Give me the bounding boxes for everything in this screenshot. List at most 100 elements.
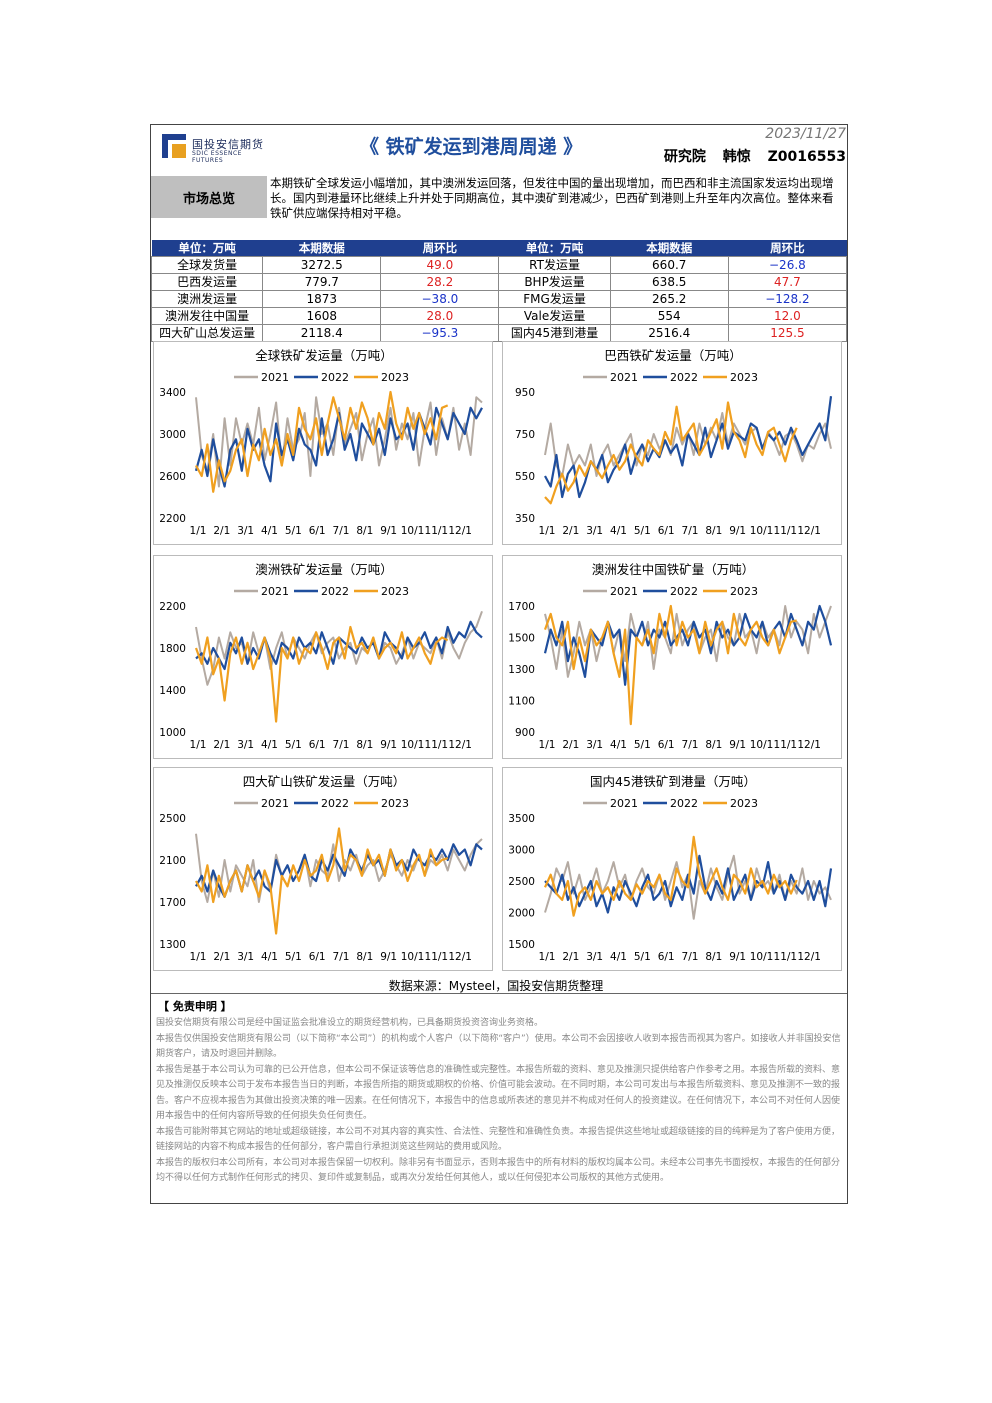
x-tick-label: 8/1 — [356, 525, 373, 537]
x-tick-label: 1/1 — [539, 951, 556, 963]
y-tick-label: 350 — [515, 513, 535, 525]
kpi-change-cell: 28.0 — [380, 307, 500, 325]
report-date: 2023/11/27 — [765, 126, 846, 142]
report-frame — [150, 124, 848, 1204]
legend-label-2021: 2021 — [261, 371, 289, 384]
x-tick-label: 4/1 — [261, 525, 278, 537]
author-name: 韩惊 — [722, 149, 751, 165]
series-line-2022 — [544, 854, 833, 914]
legend-label-2023: 2023 — [381, 797, 409, 810]
x-tick-label: 5/1 — [634, 739, 651, 751]
chart-global-shipments: 全球铁矿发运量（万吨） 2021 2022 2023 3400 3000 2600 2200 1… — [153, 341, 493, 545]
y-tick-label: 1700 — [159, 897, 186, 909]
y-tick-label: 3000 — [159, 429, 186, 441]
x-tick-label: 8/1 — [356, 951, 373, 963]
legend-label-2021: 2021 — [610, 797, 638, 810]
x-tick-label: 5/1 — [285, 525, 302, 537]
kpi-value-cell: 660.7 — [609, 256, 729, 274]
x-tick-label: 6/1 — [309, 525, 326, 537]
x-tick-label: 8/1 — [705, 739, 722, 751]
y-tick-label: 2200 — [159, 513, 186, 525]
kpi-change-cell: −95.3 — [380, 324, 500, 342]
kpi-header-cell: 单位：万吨 — [151, 240, 263, 257]
series-line-2023 — [195, 390, 449, 493]
y-tick-label: 900 — [515, 727, 535, 739]
legend-label-2022: 2022 — [321, 585, 349, 598]
kpi-value-cell: 638.5 — [609, 273, 729, 291]
x-tick-label: 1/1 — [190, 951, 207, 963]
disclaimer-paragraph: 本报告可能附带其它网站的地址或超级链接，本公司不对其内容的真实性、合法性、完整性… — [156, 1126, 841, 1153]
kpi-row: 巴西发运量 779.7 28.2 BHP发运量 638.5 47.7 — [150, 273, 848, 291]
kpi-header-cell: 单位：万吨 — [498, 240, 611, 257]
x-tick-label: 10/1 — [401, 739, 425, 751]
legend-label-2021: 2021 — [610, 585, 638, 598]
kpi-change-cell: 49.0 — [380, 256, 500, 274]
x-tick-label: 4/1 — [261, 951, 278, 963]
x-tick-label: 11/1 — [774, 951, 798, 963]
y-tick-label: 2200 — [159, 601, 186, 613]
legend-label-2023: 2023 — [381, 585, 409, 598]
kpi-header-cell: 周环比 — [380, 240, 499, 257]
y-tick-label: 1300 — [508, 664, 535, 676]
chart-australia-shipments: 澳洲铁矿发运量（万吨） 2021 2022 2023 2200 1800 1400 1000 1… — [153, 555, 493, 759]
x-tick-label: 12/1 — [448, 525, 472, 537]
chart-title: 全球铁矿发运量（万吨） — [255, 348, 393, 363]
x-tick-label: 11/1 — [774, 739, 798, 751]
x-tick-label: 10/1 — [750, 525, 774, 537]
x-tick-label: 11/1 — [774, 525, 798, 537]
kpi-name-cell: BHP发运量 — [498, 273, 611, 291]
kpi-row: 四大矿山总发运量 2118.4 −95.3 国内45港到港量 2516.4 125.5 — [150, 324, 848, 342]
x-tick-label: 8/1 — [705, 951, 722, 963]
series-line-2023 — [543, 604, 797, 726]
kpi-value-cell: 3272.5 — [262, 256, 382, 274]
disclaimer-paragraph: 本报告是基于本公司认为可靠的已公开信息，但本公司不保证该等信息的准确性或完整性。… — [156, 1064, 841, 1122]
chart-title: 澳洲铁矿发运量（万吨） — [255, 562, 393, 577]
x-tick-label: 3/1 — [237, 525, 254, 537]
x-tick-label: 7/1 — [682, 525, 699, 537]
chart-title: 澳洲发往中国铁矿量（万吨） — [592, 562, 755, 577]
x-tick-label: 8/1 — [356, 739, 373, 751]
x-tick-label: 6/1 — [658, 739, 675, 751]
author-id: Z0016553 — [767, 149, 846, 165]
summary-label: 市场总览 — [151, 176, 267, 218]
legend-label-2023: 2023 — [730, 371, 758, 384]
chart-port-arrivals: 国内45港铁矿到港量（万吨） 2021 2022 2023 3500 3000 2500 20… — [502, 767, 842, 971]
kpi-value-cell: 1608 — [262, 307, 382, 325]
x-tick-label: 12/1 — [797, 525, 821, 537]
legend-label-2022: 2022 — [670, 585, 698, 598]
disclaimer-divider — [151, 993, 847, 994]
kpi-row: 澳洲发运量 1873 −38.0 FMG发运量 265.2 −128.2 — [150, 290, 848, 308]
y-tick-label: 2100 — [159, 855, 186, 867]
x-tick-label: 2/1 — [213, 951, 230, 963]
disclaimer-body: 国投安信期货有限公司是经中国证监会批准设立的期货经营机构，已具备期货投资咨询业务… — [156, 1016, 844, 1187]
kpi-name-cell: Vale发运量 — [498, 307, 611, 325]
summary-text: 本期铁矿全球发运小幅增加，其中澳洲发运回落，但发往中国的量出现增加，而巴西和非主… — [270, 176, 834, 220]
logo-mark-icon — [162, 134, 186, 158]
x-tick-label: 9/1 — [729, 525, 746, 537]
y-tick-label: 550 — [515, 471, 535, 483]
x-tick-label: 1/1 — [190, 739, 207, 751]
series-line-2022 — [544, 396, 833, 499]
chart-svg: 四大矿山铁矿发运量（万吨） 2021 2022 2023 2500 2100 1700 130… — [159, 774, 483, 963]
y-tick-label: 2000 — [508, 908, 535, 920]
legend-label-2022: 2022 — [321, 797, 349, 810]
x-tick-label: 12/1 — [448, 951, 472, 963]
chart-svg: 国内45港铁矿到港量（万吨） 2021 2022 2023 3500 3000 2500 20… — [508, 774, 833, 963]
y-tick-label: 1100 — [508, 696, 535, 708]
kpi-name-cell: RT发运量 — [498, 256, 611, 274]
x-tick-label: 5/1 — [634, 525, 651, 537]
kpi-name-cell: 澳洲发运量 — [150, 290, 264, 308]
chart-title: 四大矿山铁矿发运量（万吨） — [243, 774, 406, 789]
x-tick-label: 5/1 — [634, 951, 651, 963]
kpi-value-cell: 779.7 — [262, 273, 382, 291]
y-tick-label: 1400 — [159, 685, 186, 697]
data-source: 数据来源：Mysteel，国投安信期货整理 — [388, 979, 604, 993]
x-tick-label: 4/1 — [610, 739, 627, 751]
x-tick-label: 11/1 — [425, 739, 449, 751]
author-line: 研究院 韩惊 Z0016553 — [652, 146, 846, 166]
disclaimer-paragraph: 本报告的版权归本公司所有，本公司对本报告保留一切权利。除非另有书面显示，否则本报… — [156, 1157, 841, 1184]
x-tick-label: 9/1 — [380, 951, 397, 963]
kpi-value-cell: 2516.4 — [609, 324, 729, 342]
chart-svg: 全球铁矿发运量（万吨） 2021 2022 2023 3400 3000 2600 2200 1… — [159, 348, 483, 537]
kpi-value-cell: 1873 — [262, 290, 382, 308]
